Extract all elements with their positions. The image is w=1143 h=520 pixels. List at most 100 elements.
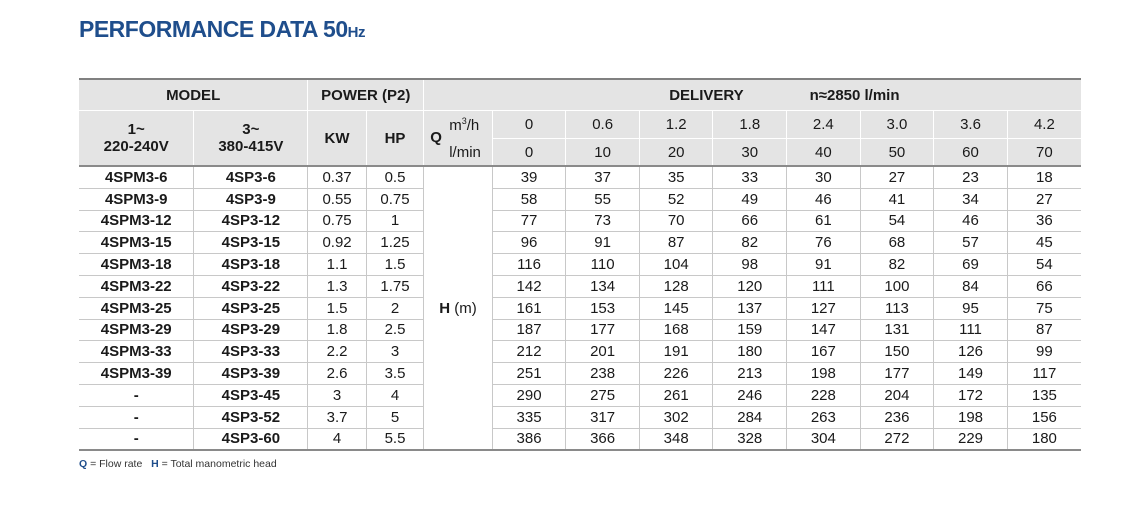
model-single-phase: 4SPM3-29 bbox=[79, 318, 194, 341]
head-value: 177 bbox=[565, 318, 640, 341]
footnote-q-text: = Flow rate bbox=[87, 458, 143, 470]
head-value: 304 bbox=[786, 427, 861, 452]
performance-table: MODEL POWER (P2) DELIVERY n≈2850 l/min 1… bbox=[79, 78, 1081, 452]
head-value: 58 bbox=[491, 187, 566, 211]
head-value: 228 bbox=[786, 383, 861, 407]
power-kw: 3.7 bbox=[307, 405, 367, 429]
flow-m3h-4: 2.4 bbox=[786, 110, 861, 139]
model-three-phase: 4SP3-22 bbox=[193, 274, 308, 298]
head-value: 177 bbox=[859, 362, 934, 385]
hp-header: HP bbox=[365, 110, 424, 166]
head-value: 328 bbox=[712, 427, 787, 452]
head-value: 82 bbox=[712, 231, 787, 254]
three-phase-voltage: 380-415V bbox=[218, 138, 284, 155]
head-value: 229 bbox=[933, 427, 1008, 452]
power-hp: 5.5 bbox=[365, 427, 424, 452]
head-value: 61 bbox=[786, 209, 861, 232]
head-value: 34 bbox=[933, 187, 1008, 211]
power-hp: 0.5 bbox=[365, 164, 424, 189]
unit-lmin: l/min bbox=[449, 144, 481, 161]
head-value: 111 bbox=[786, 274, 861, 298]
head-value: 45 bbox=[1006, 231, 1081, 254]
head-value: 290 bbox=[491, 383, 566, 407]
head-value: 302 bbox=[638, 405, 713, 429]
model-three-phase: 4SP3-25 bbox=[193, 296, 308, 320]
head-value: 66 bbox=[712, 209, 787, 232]
head-value: 135 bbox=[1006, 383, 1081, 407]
head-value: 150 bbox=[859, 340, 934, 363]
footnote-q-letter: Q bbox=[79, 458, 88, 470]
head-value: 261 bbox=[638, 383, 713, 407]
model-three-phase: 4SP3-33 bbox=[193, 340, 308, 363]
head-value: 116 bbox=[491, 253, 566, 276]
flow-m3h-2: 1.2 bbox=[638, 110, 713, 139]
model-three-phase: 4SP3-52 bbox=[193, 405, 308, 429]
head-value: 68 bbox=[859, 231, 934, 254]
table-row: 4SPM3-9 4SP3-9 0.55 0.75 58 55 52 49 46 41 34 27 bbox=[79, 187, 1081, 211]
head-value: 87 bbox=[1006, 318, 1081, 341]
flow-m3h-6: 3.6 bbox=[933, 110, 1008, 139]
flow-lmin-7: 70 bbox=[1006, 138, 1081, 166]
head-value: 73 bbox=[565, 209, 640, 232]
model-three-phase: 4SP3-12 bbox=[193, 209, 308, 232]
head-value: 52 bbox=[638, 187, 713, 211]
head-value: 96 bbox=[491, 231, 566, 254]
head-value: 167 bbox=[786, 340, 861, 363]
head-value: 145 bbox=[638, 296, 713, 320]
head-value: 213 bbox=[712, 362, 787, 385]
power-hp: 2.5 bbox=[365, 318, 424, 341]
power-hp: 5 bbox=[365, 405, 424, 429]
head-value: 198 bbox=[786, 362, 861, 385]
power-kw: 2.2 bbox=[307, 340, 367, 363]
head-value: 23 bbox=[933, 164, 1008, 189]
head-value: 99 bbox=[1006, 340, 1081, 363]
footnote-h-text: = Total manometric head bbox=[158, 458, 277, 470]
head-value: 57 bbox=[933, 231, 1008, 254]
flow-lmin-6: 60 bbox=[933, 138, 1008, 166]
power-kw: 1.1 bbox=[307, 253, 367, 276]
flow-m3h-0: 0 bbox=[491, 110, 566, 139]
flow-m3h-3: 1.8 bbox=[712, 110, 787, 139]
head-value: 104 bbox=[638, 253, 713, 276]
three-phase-header: 3~ 380-415V bbox=[193, 110, 308, 166]
kw-header: KW bbox=[307, 110, 367, 166]
head-value: 113 bbox=[859, 296, 934, 320]
flow-lmin-1: 10 bbox=[565, 138, 640, 166]
head-value: 246 bbox=[712, 383, 787, 407]
head-value: 134 bbox=[565, 274, 640, 298]
head-value: 191 bbox=[638, 340, 713, 363]
head-value: 284 bbox=[712, 405, 787, 429]
header-row-top: MODEL POWER (P2) DELIVERY n≈2850 l/min bbox=[79, 78, 1081, 111]
speed-label: n≈2850 l/min bbox=[809, 86, 900, 104]
model-single-phase: 4SPM3-22 bbox=[79, 274, 194, 298]
head-value: 75 bbox=[1006, 296, 1081, 320]
head-value: 128 bbox=[638, 274, 713, 298]
power-hp: 1.5 bbox=[365, 253, 424, 276]
delivery-header: DELIVERY n≈2850 l/min bbox=[423, 78, 1081, 111]
flow-lmin-4: 40 bbox=[786, 138, 861, 166]
power-kw: 0.55 bbox=[307, 187, 367, 211]
power-kw: 0.37 bbox=[307, 164, 367, 189]
model-three-phase: 4SP3-6 bbox=[193, 164, 308, 189]
head-value: 77 bbox=[491, 209, 566, 232]
flow-lmin-3: 30 bbox=[712, 138, 787, 166]
power-hp: 0.75 bbox=[365, 187, 424, 211]
head-value: 272 bbox=[859, 427, 934, 452]
head-value: 49 bbox=[712, 187, 787, 211]
q-unit-cell: Q m3/h l/min bbox=[423, 110, 493, 166]
power-hp: 2 bbox=[365, 296, 424, 320]
three-phase-symbol: 3~ bbox=[242, 121, 260, 138]
head-value: 37 bbox=[565, 164, 640, 189]
power-kw: 1.5 bbox=[307, 296, 367, 320]
head-value: 27 bbox=[859, 164, 934, 189]
head-value: 126 bbox=[933, 340, 1008, 363]
head-value: 201 bbox=[565, 340, 640, 363]
table-row: 4SPM3-25 4SP3-25 1.5 2 161 153 145 137 127 113 95 7… bbox=[79, 296, 1081, 320]
head-value: 149 bbox=[933, 362, 1008, 385]
head-value: 95 bbox=[933, 296, 1008, 320]
table-row: -4SP3-52 3.7 5 335 317 302 284 263 236 198 156 bbox=[79, 405, 1081, 429]
table-row: 4SPM3-29 4SP3-29 1.8 2.5 187 177 168 159 147 131 1… bbox=[79, 318, 1081, 341]
head-value: 66 bbox=[1006, 274, 1081, 298]
head-value: 131 bbox=[859, 318, 934, 341]
head-value: 41 bbox=[859, 187, 934, 211]
